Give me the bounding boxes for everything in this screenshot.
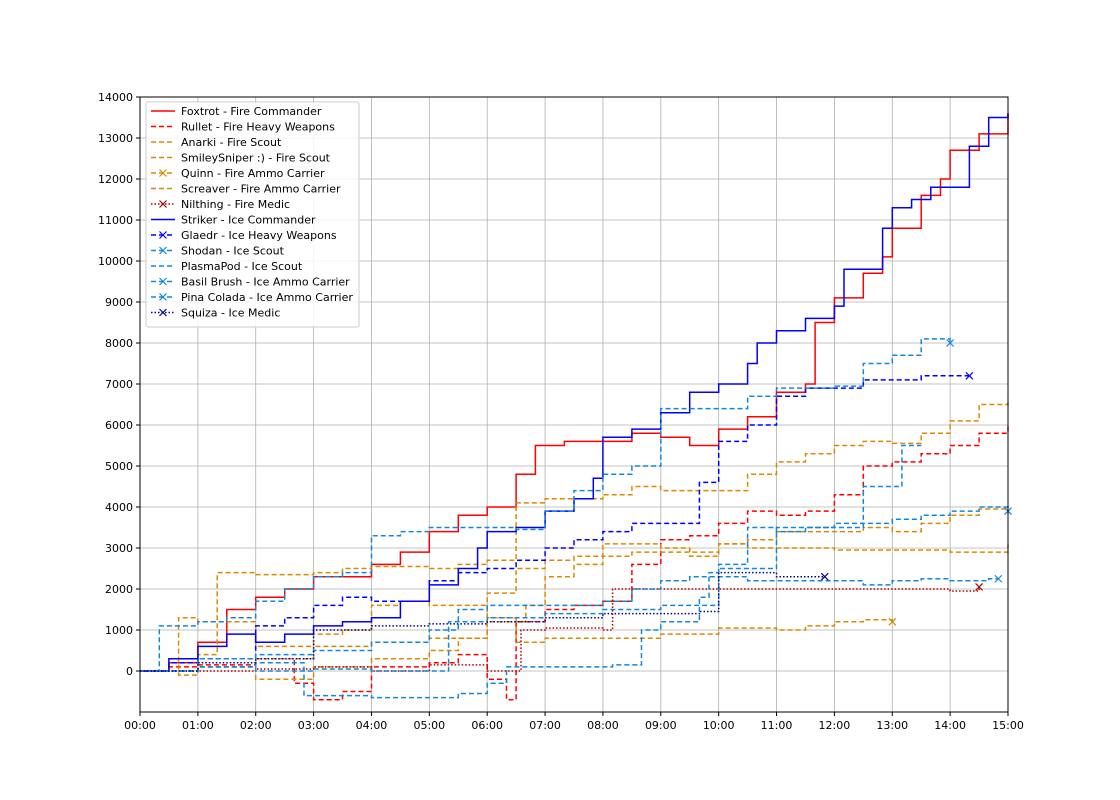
legend-item: Striker - Ice Commander bbox=[151, 214, 316, 227]
x-tick-label: 13:00 bbox=[876, 719, 908, 732]
legend-label: Screaver - Fire Ammo Carrier bbox=[181, 183, 341, 196]
legend-label: Basil Brush - Ice Ammo Carrier bbox=[181, 276, 350, 289]
y-tick-label: 13000 bbox=[98, 132, 133, 145]
series-end-marker bbox=[946, 339, 955, 347]
legend-item: Glaedr - Ice Heavy Weapons bbox=[151, 229, 337, 242]
series-7 bbox=[140, 113, 1009, 672]
axis-ticks: 00:00 01:00 02:00 03:00 04:00 05:00 06:00 07:00… bbox=[98, 91, 1024, 732]
legend-item: Squiza - Ice Medic bbox=[151, 307, 280, 320]
legend-label: Anarki - Fire Scout bbox=[181, 136, 282, 149]
legend-label: Shodan - Ice Scout bbox=[181, 245, 285, 258]
x-tick-label: 06:00 bbox=[471, 719, 503, 732]
series-2 bbox=[140, 543, 1009, 680]
y-tick-label: 4000 bbox=[105, 501, 133, 514]
series-end-marker bbox=[975, 583, 983, 591]
x-tick-label: 03:00 bbox=[298, 719, 330, 732]
legend-label: PlasmaPod - Ice Scout bbox=[181, 260, 303, 273]
legend-marker bbox=[159, 308, 167, 317]
series-end-marker bbox=[994, 574, 1003, 583]
legend-marker bbox=[159, 169, 167, 177]
series-8 bbox=[140, 371, 974, 672]
legend-item: Basil Brush - Ice Ammo Carrier bbox=[151, 276, 350, 289]
y-tick-label: 9000 bbox=[105, 296, 133, 309]
legend-label: Squiza - Ice Medic bbox=[181, 307, 280, 320]
series-3 bbox=[140, 400, 1009, 672]
y-tick-label: 11000 bbox=[98, 214, 133, 227]
series-11 bbox=[140, 574, 1003, 672]
series-line bbox=[140, 375, 970, 672]
legend-marker bbox=[159, 200, 167, 208]
y-tick-label: 7000 bbox=[105, 378, 133, 391]
legend-label: Quinn - Fire Ammo Carrier bbox=[181, 167, 325, 180]
y-tick-label: 3000 bbox=[105, 542, 133, 555]
series-10 bbox=[140, 444, 922, 699]
x-tick-label: 01:00 bbox=[182, 719, 214, 732]
series-end-marker bbox=[820, 572, 829, 581]
legend-item: Foxtrot - Fire Commander bbox=[151, 105, 322, 118]
series-line bbox=[140, 575, 999, 672]
series-line bbox=[140, 600, 894, 672]
series-line bbox=[140, 113, 1009, 672]
legend-item: PlasmaPod - Ice Scout bbox=[151, 260, 303, 273]
y-tick-label: 8000 bbox=[105, 337, 133, 350]
x-tick-label: 00:00 bbox=[124, 719, 156, 732]
legend-item: Rullet - Fire Heavy Weapons bbox=[151, 121, 335, 134]
series-9 bbox=[140, 338, 955, 672]
legend-label: Nilthing - Fire Medic bbox=[181, 198, 290, 211]
legend-label: Pina Colada - Ice Ammo Carrier bbox=[181, 291, 353, 304]
y-tick-label: 0 bbox=[126, 665, 133, 678]
legend-label: Glaedr - Ice Heavy Weapons bbox=[181, 229, 337, 242]
legend-item: Anarki - Fire Scout bbox=[151, 136, 282, 149]
x-tick-label: 15:00 bbox=[992, 719, 1024, 732]
series-line bbox=[140, 543, 1009, 680]
series-4 bbox=[140, 600, 897, 672]
series-end-marker bbox=[965, 371, 974, 380]
legend-marker bbox=[159, 277, 167, 286]
legend-item: Shodan - Ice Scout bbox=[151, 245, 285, 258]
series-13 bbox=[140, 571, 829, 672]
y-tick-label: 6000 bbox=[105, 419, 133, 432]
legend-item: Screaver - Fire Ammo Carrier bbox=[151, 183, 341, 196]
legend: Foxtrot - Fire Commander Rullet - Fire He… bbox=[145, 101, 360, 328]
x-tick-label: 10:00 bbox=[703, 719, 735, 732]
legend-label: Foxtrot - Fire Commander bbox=[181, 105, 322, 118]
x-tick-label: 07:00 bbox=[529, 719, 561, 732]
plot-frame bbox=[139, 96, 1009, 713]
x-tick-label: 02:00 bbox=[240, 719, 272, 732]
legend-label: Rullet - Fire Heavy Weapons bbox=[181, 121, 335, 134]
series-line bbox=[140, 444, 922, 699]
legend-label: Striker - Ice Commander bbox=[181, 214, 316, 227]
series-end-marker bbox=[888, 617, 897, 626]
legend-label: SmileySniper :) - Fire Scout bbox=[181, 152, 331, 165]
x-tick-label: 05:00 bbox=[413, 719, 445, 732]
y-tick-label: 1000 bbox=[105, 624, 133, 637]
series-line bbox=[140, 400, 1009, 672]
x-tick-label: 12:00 bbox=[819, 719, 851, 732]
x-tick-label: 11:00 bbox=[761, 719, 793, 732]
series-6 bbox=[140, 583, 983, 672]
x-tick-label: 08:00 bbox=[587, 719, 619, 732]
legend-marker bbox=[159, 231, 167, 239]
legend-item: Quinn - Fire Ammo Carrier bbox=[151, 167, 325, 180]
x-tick-label: 09:00 bbox=[645, 719, 677, 732]
y-tick-label: 10000 bbox=[98, 255, 133, 268]
y-tick-label: 12000 bbox=[98, 173, 133, 186]
series-line bbox=[140, 571, 825, 672]
legend-item: Nilthing - Fire Medic bbox=[151, 198, 290, 211]
legend-marker bbox=[159, 246, 167, 255]
legend-item: SmileySniper :) - Fire Scout bbox=[151, 152, 331, 165]
y-tick-label: 14000 bbox=[98, 91, 133, 104]
series-lines bbox=[140, 113, 1012, 701]
y-tick-label: 5000 bbox=[105, 460, 133, 473]
legend-marker bbox=[159, 293, 167, 301]
y-tick-label: 2000 bbox=[105, 583, 133, 596]
x-tick-label: 04:00 bbox=[356, 719, 388, 732]
legend-item: Pina Colada - Ice Ammo Carrier bbox=[151, 291, 353, 304]
legend-box bbox=[145, 101, 360, 328]
series-line bbox=[140, 587, 980, 672]
x-tick-label: 14:00 bbox=[934, 719, 966, 732]
